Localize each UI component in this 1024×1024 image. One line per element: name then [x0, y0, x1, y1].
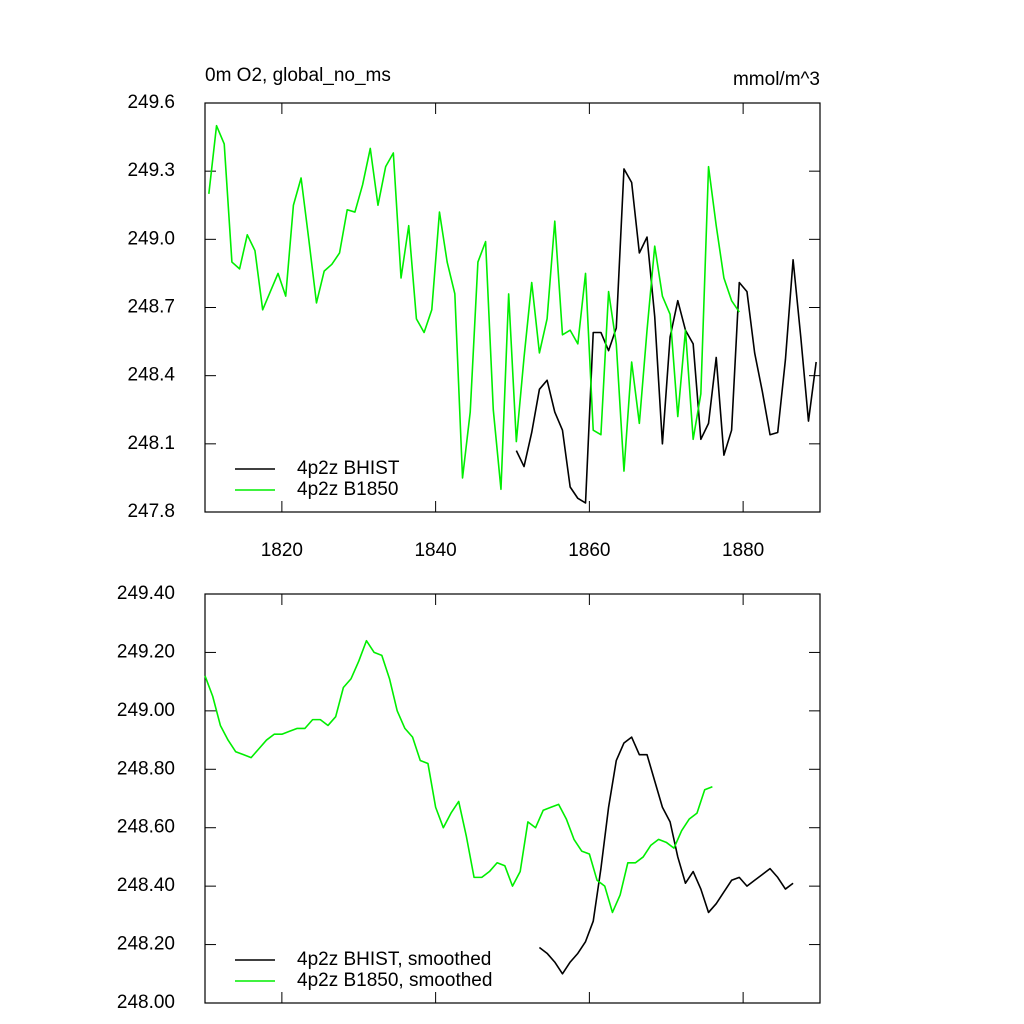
y-tick-label: 249.20 [117, 641, 175, 662]
legend-label: 4p2z BHIST [297, 458, 400, 479]
y-tick-label: 248.00 [117, 992, 175, 1013]
y-tick-label: 249.3 [127, 160, 175, 181]
plot-frame [204, 593, 821, 1004]
plot-frame [204, 102, 821, 513]
x-tick-label: 1860 [568, 540, 610, 561]
y-tick-label: 248.80 [117, 758, 175, 779]
y-tick-label: 247.8 [127, 501, 175, 522]
y-tick-label: 248.1 [127, 433, 175, 454]
y-tick-label: 249.6 [127, 92, 175, 113]
y-tick-label: 249.40 [117, 583, 175, 604]
legend-label: 4p2z BHIST, smoothed [297, 949, 491, 970]
units-label: mmol/m^3 [733, 69, 820, 90]
y-tick-label: 248.4 [127, 365, 175, 386]
y-tick-label: 248.60 [117, 817, 175, 838]
y-tick-label: 248.7 [127, 297, 175, 318]
series-line [208, 124, 740, 491]
series-line [204, 639, 713, 914]
series-line [538, 736, 794, 975]
chart-title: 0m O2, global_no_ms [205, 65, 391, 86]
x-tick-label: 1820 [261, 540, 303, 561]
x-tick-label: 1880 [722, 540, 764, 561]
y-tick-label: 248.40 [117, 875, 175, 896]
y-tick-label: 249.0 [127, 228, 175, 249]
legend-label: 4p2z B1850 [297, 479, 398, 500]
legend-label: 4p2z B1850, smoothed [297, 970, 492, 991]
x-tick-label: 1840 [414, 540, 456, 561]
y-tick-label: 249.00 [117, 700, 175, 721]
series-line [515, 168, 817, 504]
y-tick-label: 248.20 [117, 934, 175, 955]
